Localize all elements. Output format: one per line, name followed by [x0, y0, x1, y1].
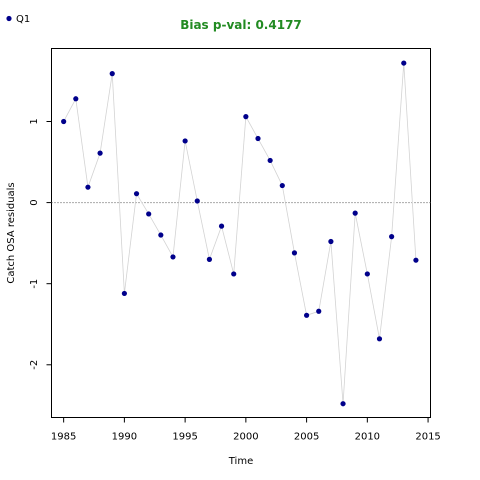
data-point [85, 184, 91, 190]
y-tick-label: 0 [29, 199, 40, 205]
data-point [158, 232, 164, 238]
y-tick-label: -1 [29, 279, 40, 289]
x-axis-label: Time [228, 456, 253, 467]
y-tick-label: -2 [29, 360, 40, 370]
data-point [231, 271, 237, 277]
y-tick-label: 1 [29, 118, 40, 124]
data-point [243, 114, 249, 120]
data-point [182, 138, 188, 144]
legend: Q1 [6, 14, 30, 25]
legend-marker [6, 15, 12, 22]
data-points [61, 60, 419, 407]
data-point [389, 234, 395, 240]
data-point [133, 191, 140, 197]
x-tick-label: 2010 [355, 432, 380, 443]
data-point [121, 290, 127, 297]
data-point [97, 150, 103, 156]
data-point [376, 336, 383, 342]
x-tick-label: 1985 [51, 432, 76, 443]
data-point [401, 60, 407, 66]
data-point [267, 157, 273, 164]
data-point [73, 96, 79, 102]
data-point [279, 182, 285, 189]
series-line-q1 [63, 63, 417, 404]
data-point [194, 198, 200, 204]
data-point [206, 256, 213, 262]
data-point [316, 308, 322, 314]
x-tick-label: 1990 [112, 432, 137, 443]
data-point [255, 135, 261, 142]
data-point [364, 271, 370, 277]
x-tick-label: 2000 [233, 432, 258, 443]
plot-frame [51, 48, 431, 418]
y-axis: -2 -1 0 1 [29, 118, 52, 370]
data-point [413, 257, 419, 263]
data-point [340, 401, 346, 407]
data-point [328, 238, 334, 245]
data-point [291, 250, 298, 256]
data-point [109, 71, 115, 77]
data-point [61, 118, 67, 125]
chart-title: Bias p-val: 0.4177 [180, 18, 302, 32]
x-axis: 1985 1990 1995 2000 2005 2010 2015 [51, 417, 441, 443]
data-point [146, 211, 152, 217]
legend-label: Q1 [16, 14, 30, 25]
y-axis-label: Catch OSA residuals [6, 182, 17, 283]
data-point [218, 223, 225, 229]
data-point [170, 254, 176, 260]
data-point [303, 312, 310, 318]
x-tick-label: 2005 [294, 432, 319, 443]
data-point [352, 210, 358, 216]
x-tick-label: 1995 [172, 432, 197, 443]
x-tick-label: 2015 [415, 432, 440, 443]
